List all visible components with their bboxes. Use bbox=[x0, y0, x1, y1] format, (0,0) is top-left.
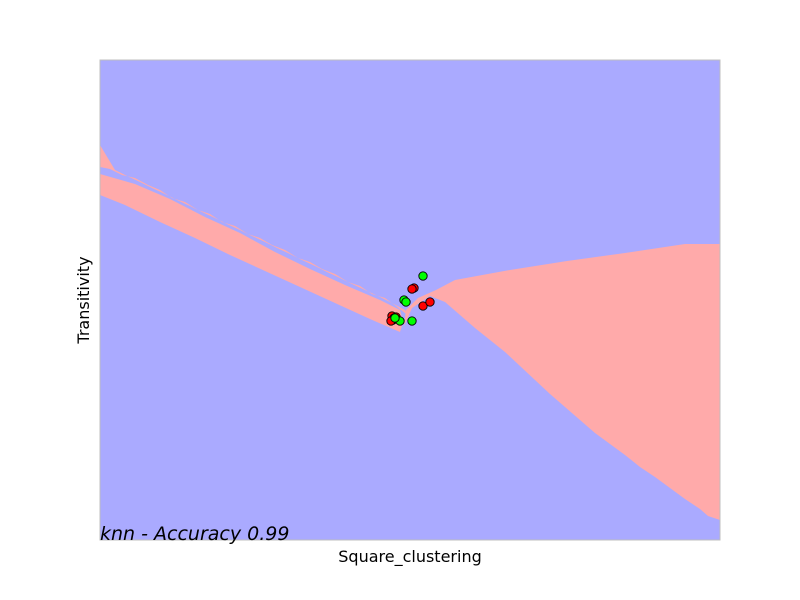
plot-area bbox=[99, 59, 721, 541]
decision-region-2 bbox=[404, 244, 720, 540]
accuracy-annotation: knn - Accuracy 0.99 bbox=[100, 523, 289, 545]
data-points bbox=[386, 271, 435, 326]
x-axis-label: Square_clustering bbox=[338, 547, 481, 567]
y-axis-label: Transitivity bbox=[74, 256, 93, 344]
plot-frame bbox=[99, 59, 721, 541]
data-point-point_red-6 bbox=[418, 301, 428, 311]
decision-regions bbox=[100, 130, 720, 540]
decision-region-1 bbox=[100, 145, 410, 317]
decision-region-0 bbox=[100, 130, 403, 332]
data-point-point_red-5 bbox=[407, 284, 417, 294]
data-point-point_green-2 bbox=[401, 297, 411, 307]
data-point-point_green-0 bbox=[418, 271, 428, 281]
data-point-point_green-4 bbox=[407, 316, 417, 326]
data-point-point_red-7 bbox=[425, 297, 435, 307]
data-point-point_green-5 bbox=[390, 313, 400, 323]
